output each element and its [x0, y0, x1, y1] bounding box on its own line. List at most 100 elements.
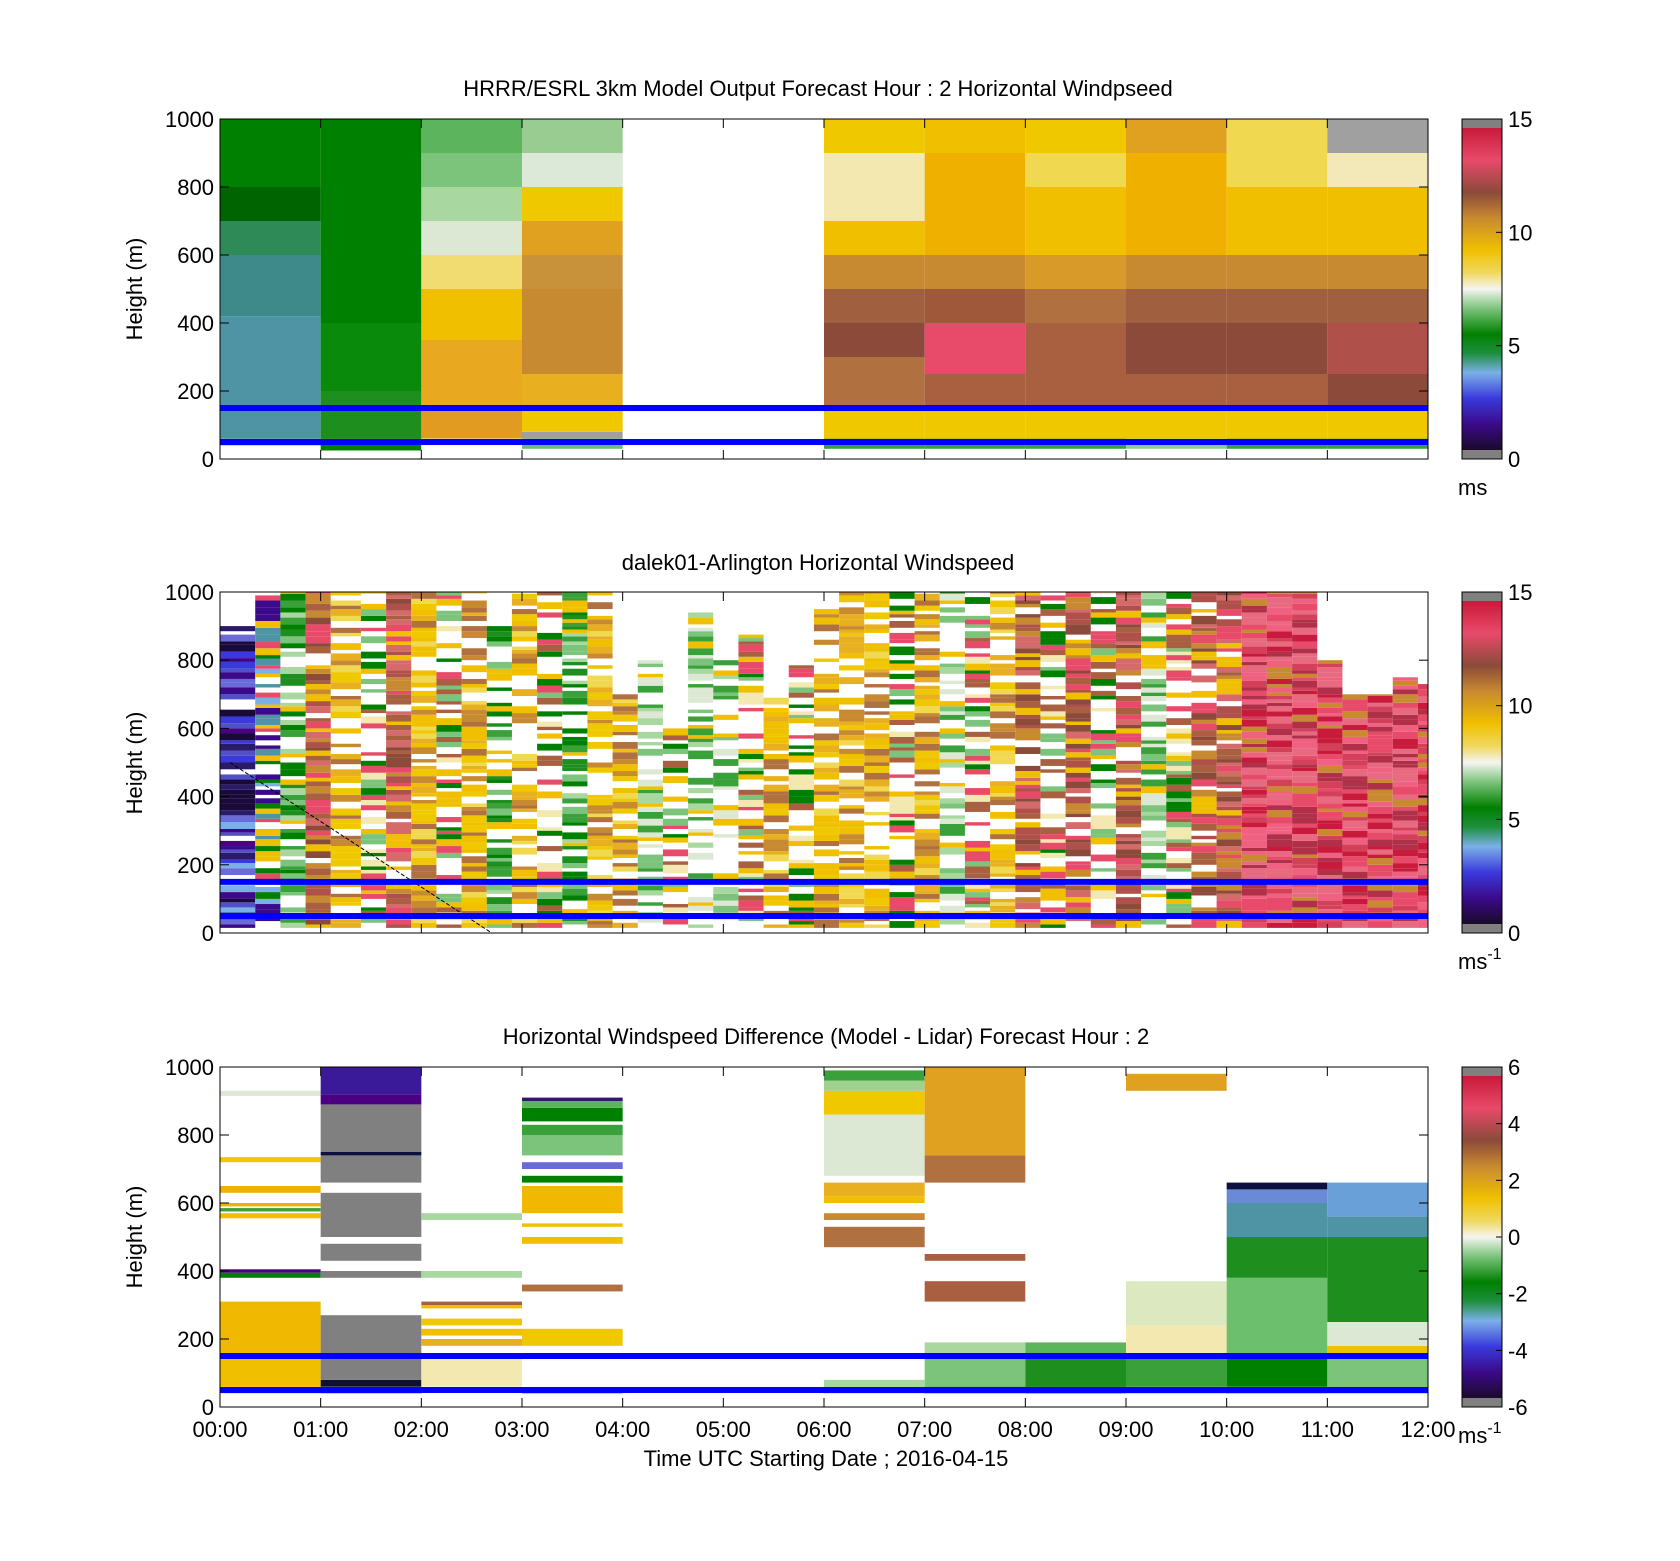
cell-1-43-425 [1317, 781, 1343, 789]
cell-1-6-720 [386, 680, 412, 688]
cell-1-37-980 [1166, 592, 1192, 599]
cell-1-46-625 [1392, 714, 1418, 720]
cell-1-38-970 [1191, 595, 1217, 603]
x-tick-label: 03:00 [494, 1417, 549, 1442]
cell-1-46-290 [1392, 830, 1418, 835]
cell-1-14-245 [587, 846, 613, 850]
cell-1-13-110 [562, 888, 588, 896]
cell-1-24-100 [839, 893, 865, 899]
cell-1-45-165 [1367, 871, 1393, 877]
cell-1-37-190 [1166, 863, 1192, 869]
cell-2-1-7 [320, 1152, 422, 1156]
cell-1-2-330 [280, 815, 306, 821]
cell-1-29-95 [964, 897, 991, 901]
cell-1-25-315 [864, 822, 890, 826]
cell-1-24-920 [839, 614, 865, 620]
cell-1-41-360 [1266, 805, 1293, 811]
cell-1-30-880 [990, 629, 1016, 633]
cell-1-47-465 [1417, 771, 1428, 775]
cell-1-31-895 [1015, 624, 1041, 628]
cell-1-5-115 [360, 890, 387, 894]
cell-1-20-450 [738, 774, 764, 780]
cell-1-34-260 [1090, 837, 1116, 845]
cell-1-17-60 [662, 907, 689, 913]
cell-1-40-865 [1241, 632, 1267, 639]
cell-1-31-120 [1015, 886, 1041, 893]
cell-1-25-490 [864, 762, 890, 766]
cell-1-1-565 [255, 735, 281, 741]
cell-1-27-295 [914, 828, 940, 833]
cell-1-16-110 [637, 890, 663, 896]
cell-1-2-925 [280, 612, 306, 618]
cell-1-26-860 [889, 632, 915, 640]
cell-1-45-325 [1367, 818, 1393, 823]
cell-2-1-4 [320, 1243, 422, 1261]
cell-1-14-870 [587, 631, 613, 637]
cell-1-13-565 [562, 736, 588, 741]
cell-1-0-190 [220, 863, 256, 869]
cell-1-20-75 [738, 900, 764, 908]
cell-1-16-630 [637, 714, 663, 719]
cell-1-23-705 [813, 689, 840, 693]
cell-1-25-385 [864, 796, 890, 802]
cell-2-4-2 [824, 1213, 925, 1220]
cell-1-10-85 [486, 897, 512, 905]
cell-1-33-350 [1065, 810, 1091, 814]
cell-1-0-555 [220, 740, 256, 744]
cell-1-8-15 [436, 924, 462, 928]
cell-1-3-160 [305, 875, 331, 879]
cell-1-3-995 [305, 592, 331, 594]
cell-1-23-515 [813, 752, 840, 758]
cell-1-0-285 [220, 832, 256, 836]
cell-1-20-370 [738, 800, 764, 807]
cell-1-43-365 [1317, 803, 1343, 809]
cell-1-27-905 [914, 619, 940, 625]
cell-0-7-6 [1126, 153, 1227, 255]
cell-1-6-580 [386, 730, 412, 736]
cell-1-12-490 [537, 760, 563, 766]
cell-1-46-445 [1392, 774, 1418, 782]
cell-1-21-345 [763, 811, 789, 816]
cell-1-6-525 [386, 750, 412, 754]
cell-1-42-580 [1292, 731, 1318, 736]
cell-1-0-245 [220, 846, 256, 850]
cell-1-41-650 [1266, 706, 1293, 712]
cell-1-15-445 [612, 776, 638, 782]
cell-1-7-885 [411, 627, 437, 632]
cell-1-29-240 [964, 847, 991, 852]
cell-1-39-115 [1216, 890, 1242, 894]
cell-1-40-370 [1241, 803, 1267, 807]
cell-2-4-8 [824, 1070, 925, 1081]
x-tick-label: 04:00 [595, 1417, 650, 1442]
cell-1-4-755 [330, 672, 361, 676]
cell-2-8-3 [1226, 1237, 1328, 1278]
cell-1-18-760 [688, 668, 714, 674]
cell-1-35-400 [1115, 791, 1142, 797]
cell-1-8-935 [436, 610, 462, 615]
cell-1-31-700 [1015, 689, 1041, 695]
cell-1-25-415 [864, 786, 890, 792]
cell-1-14-820 [587, 646, 613, 654]
cell-1-18-885 [688, 627, 714, 632]
cell-1-32-490 [1040, 759, 1066, 766]
cell-1-20-95 [738, 895, 764, 901]
cell-0-7-1 [1126, 408, 1227, 439]
cell-1-6-930 [386, 610, 412, 616]
cell-0-9-7 [1327, 153, 1428, 187]
cell-1-45-15 [1367, 921, 1393, 928]
cell-1-42-485 [1292, 764, 1318, 768]
cell-1-41-615 [1266, 716, 1293, 724]
cell-1-6-25 [386, 919, 412, 925]
cell-0-2-8 [421, 119, 522, 153]
cell-1-20-760 [738, 668, 764, 674]
cell-1-14-635 [587, 711, 613, 717]
cell-1-44-630 [1342, 711, 1368, 719]
cell-1-35-945 [1115, 605, 1142, 611]
cell-1-23-605 [813, 721, 840, 727]
cell-1-7-605 [411, 721, 437, 727]
cell-2-4-4 [824, 1182, 925, 1197]
cell-1-37-920 [1166, 614, 1192, 620]
cell-1-20-865 [738, 634, 764, 639]
cell-1-3-620 [305, 718, 331, 722]
cell-1-8-915 [436, 614, 462, 621]
